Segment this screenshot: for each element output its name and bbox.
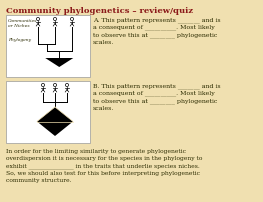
Text: Communities
or Niches: Communities or Niches (8, 19, 37, 27)
Text: In order for the limiting similarity to generate phylogenetic
overdispersion it : In order for the limiting similarity to … (6, 148, 202, 182)
Text: Phylogeny: Phylogeny (8, 38, 31, 42)
Text: A. This pattern represents _______ and is
a consequent of __________. Most likel: A. This pattern represents _______ and i… (93, 17, 221, 45)
Text: Community phylogenetics – review/quiz: Community phylogenetics – review/quiz (6, 7, 193, 15)
Bar (6, 82, 90, 143)
Polygon shape (37, 107, 73, 136)
Polygon shape (45, 59, 73, 68)
Bar (6, 16, 90, 78)
Text: B. This pattern represents _______ and is
a consequent of __________. Most likel: B. This pattern represents _______ and i… (93, 83, 221, 110)
